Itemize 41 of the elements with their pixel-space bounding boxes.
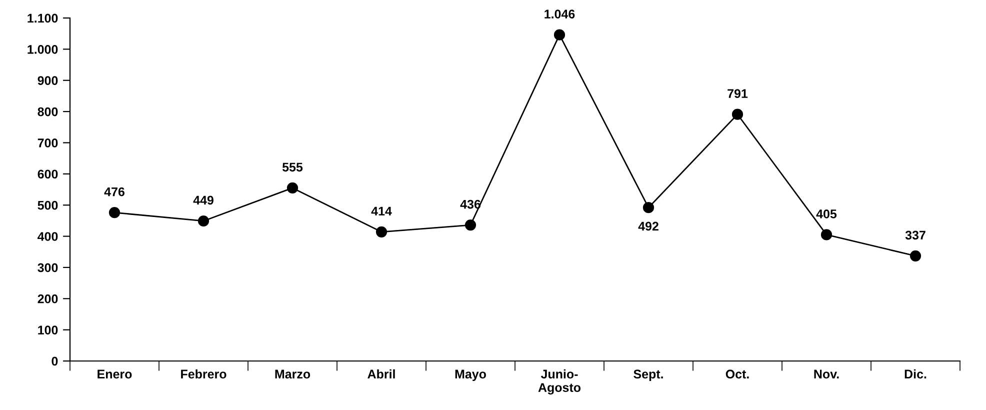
- point: [642, 202, 654, 214]
- y-tick-label: 400: [38, 232, 58, 241]
- point: [820, 229, 832, 240]
- x-tick-label: Abril: [368, 369, 395, 379]
- x-tick-label: Sept.: [634, 370, 663, 381]
- point: [910, 250, 922, 262]
- x-tick-label: Mayo: [455, 370, 486, 381]
- data-label: 449: [193, 196, 214, 205]
- data-label: 414: [371, 206, 392, 216]
- data-label: 492: [638, 222, 658, 231]
- x-tick-label: Oct.: [726, 370, 749, 379]
- data-label: 337: [905, 230, 926, 240]
- data-label: 791: [728, 89, 748, 98]
- x-tick-label: Nov.: [814, 370, 839, 379]
- y-tick-label: 800: [38, 107, 58, 116]
- point: [732, 108, 744, 120]
- x-tick-label: Marzo: [275, 370, 310, 379]
- y-tick-label: 900: [38, 76, 58, 86]
- data-label: 476: [104, 187, 124, 196]
- y-tick-label: 100: [38, 326, 58, 334]
- x-tick-label: Enero: [98, 370, 132, 379]
- data-label: 1.046: [544, 10, 575, 18]
- y-tick-label: 1.100: [28, 14, 58, 23]
- x-tick-label: Febrero: [181, 369, 226, 379]
- point: [286, 182, 298, 194]
- point: [108, 207, 120, 218]
- y-tick-label: 300: [38, 263, 58, 272]
- y-tick-label: 0: [52, 356, 58, 366]
- point: [198, 215, 210, 227]
- data-label: 555: [282, 162, 303, 172]
- point: [464, 219, 476, 231]
- y-tick-label: 600: [38, 170, 58, 179]
- y-tick-label: 500: [38, 200, 58, 210]
- x-tick-label: Dic.: [904, 369, 926, 379]
- point: [554, 29, 566, 40]
- x-tick-label: Junio- Agosto: [538, 369, 581, 395]
- point: [376, 226, 388, 238]
- data-label: 405: [816, 210, 837, 218]
- y-tick-label: 1.000: [28, 44, 58, 54]
- y-tick-label: 700: [38, 138, 58, 148]
- y-tick-label: 200: [38, 294, 58, 304]
